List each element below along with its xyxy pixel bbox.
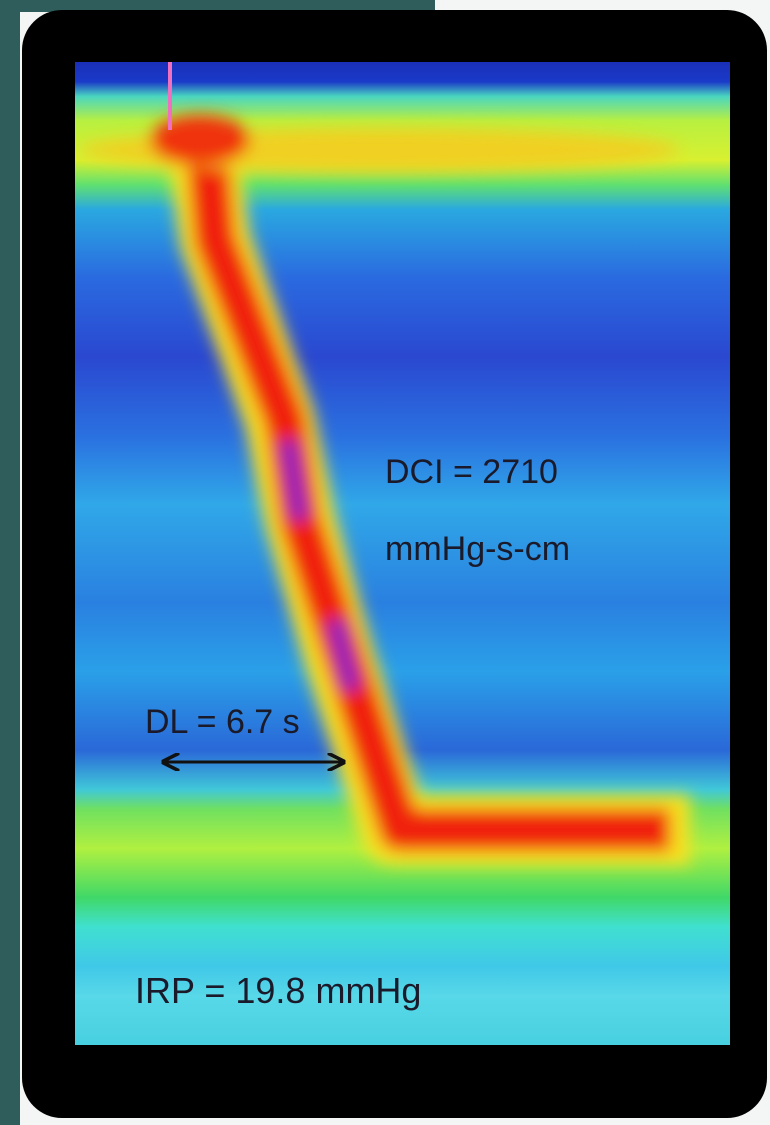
contraction xyxy=(80,115,690,865)
dci-unit: mmHg-s-cm xyxy=(385,530,570,568)
top-strip xyxy=(0,0,435,12)
dci-label: DCI = 2710 xyxy=(385,453,558,491)
topography xyxy=(75,62,730,1045)
side-strip xyxy=(0,0,20,1125)
dl-label: DL = 6.7 s xyxy=(145,703,300,741)
irp-label: IRP = 19.8 mmHg xyxy=(135,970,421,1011)
